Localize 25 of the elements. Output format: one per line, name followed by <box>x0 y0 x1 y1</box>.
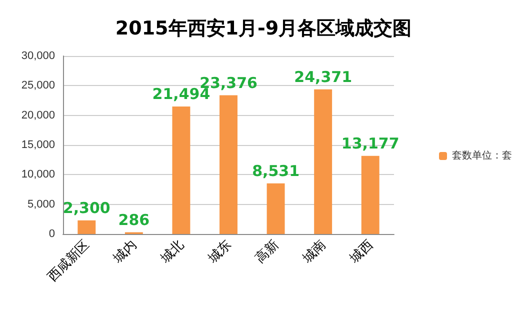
y-tick-label: 5,000 <box>27 198 55 210</box>
x-tick-label: 城内 <box>110 236 140 266</box>
bar <box>78 220 96 234</box>
y-tick-label: 15,000 <box>21 139 55 151</box>
legend-label: 套数单位：套 <box>452 150 512 162</box>
data-label: 13,177 <box>341 134 400 152</box>
data-label: 24,371 <box>294 68 352 86</box>
y-tick-label: 20,000 <box>21 109 55 122</box>
x-tick-label: 城西 <box>346 236 376 266</box>
y-tick-label: 30,000 <box>21 50 55 62</box>
bar <box>361 156 380 234</box>
x-tick-label: 城南 <box>298 236 328 266</box>
x-tick-label: 城北 <box>156 236 187 266</box>
bar <box>220 95 238 234</box>
x-tick-label: 城东 <box>204 236 234 266</box>
x-tick-label: 高新 <box>252 236 282 266</box>
bar <box>172 106 190 234</box>
y-tick-label: 10,000 <box>21 168 55 181</box>
data-label: 286 <box>118 210 150 229</box>
chart-title: 2015年西安1月-9月各区域成交图 <box>115 18 412 40</box>
data-label: 2,300 <box>62 198 110 217</box>
bar <box>314 89 332 234</box>
bar <box>266 183 285 234</box>
y-tick-label: 25,000 <box>21 80 55 92</box>
data-label: 8,531 <box>252 162 300 180</box>
